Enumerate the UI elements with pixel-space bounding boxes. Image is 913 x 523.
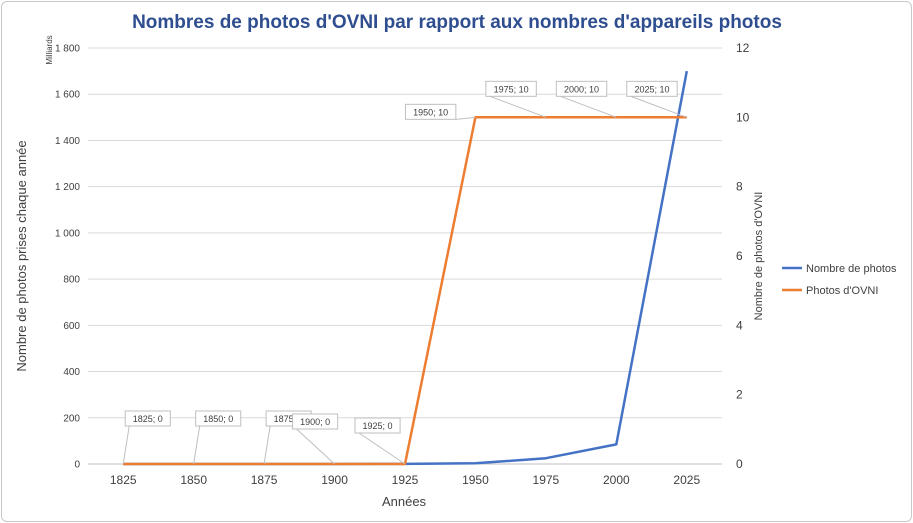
y-left-tick-label: 0 [74,460,80,471]
legend: Nombre de photos Photos d'OVNI [782,263,897,297]
x-tick-label: 1850 [180,473,207,487]
y-right-tick-label: 2 [736,388,743,402]
data-label: 1825; 0 [133,414,163,424]
y-axis-left: 0 200 400 600 800 1 000 1 200 1 400 1 600 1 800 [55,44,80,471]
data-label-leader [263,425,271,465]
data-label: 2000; 10 [564,84,599,94]
series-lines [123,70,689,466]
y-right-tick-label: 4 [736,318,743,332]
y-left-tick-label: 1 200 [55,182,80,193]
y-left-tick-label: 1 600 [55,90,80,101]
y-axis-right-title: Nombre de photos d'OVNI [753,192,765,321]
data-label: 1975; 10 [494,84,529,94]
data-label-box [354,417,401,434]
data-label: 1850; 0 [203,414,233,424]
x-tick-label: 1975 [533,473,560,487]
series-line-1 [123,70,689,466]
data-label-leader [193,425,201,465]
y-left-tick-label: 1 000 [55,228,80,239]
y-left-tick-label: 1 400 [55,136,80,147]
y-right-tick-label: 10 [736,110,750,124]
x-tick-label: 2000 [603,473,630,487]
y-left-tick-label: 600 [63,321,80,332]
y-axis-left-unit: Milliards [45,35,54,64]
data-label: 1875; 0 [274,414,304,424]
data-label-box [124,410,171,427]
y-right-tick-label: 8 [736,180,743,194]
data-label-leader [560,95,617,118]
data-label: 2025; 10 [634,84,669,94]
y-left-tick-label: 1 800 [55,44,80,55]
data-label-leader [122,425,130,465]
x-tick-label: 1925 [392,473,419,487]
data-label-box [195,410,242,427]
x-tick-label: 1950 [462,473,489,487]
y-left-tick-label: 200 [63,413,80,424]
y-axis-right: 0 2 4 6 8 10 12 [736,41,750,471]
data-label-box [555,80,608,97]
data-label-box [404,103,457,120]
data-label-box [292,413,339,430]
chart-title: Nombres de photos d'OVNI par rapport aux… [132,12,782,33]
legend-label: Photos d'OVNI [806,285,878,297]
data-label-box [626,80,678,97]
y-right-tick-label: 6 [736,249,743,263]
data-label-leader [630,95,687,118]
data-label: 1900; 0 [300,417,330,427]
data-label-leader [358,432,406,465]
x-tick-label: 2025 [673,473,700,487]
data-label-leader [296,428,335,465]
x-axis: 1825 1850 1875 1900 1925 1950 1975 2000 2025 [88,463,722,487]
x-tick-label: 1900 [321,473,348,487]
data-label: 1925; 0 [363,421,393,431]
x-axis-title: Années [382,494,427,509]
legend-label: Nombre de photos [806,263,897,275]
data-label-box [485,80,537,97]
y-axis-left-title: Nombre de photos prises chaque année [14,140,29,371]
x-tick-label: 1825 [110,473,137,487]
data-label-leader [455,116,476,120]
y-left-tick-label: 800 [63,275,80,286]
x-tick-label: 1875 [251,473,278,487]
data-label-leader [489,95,547,118]
data-label: 1950; 10 [413,107,448,117]
gridlines [88,47,722,419]
y-left-tick-label: 400 [63,367,80,378]
y-right-tick-label: 12 [736,41,750,55]
y-right-tick-label: 0 [736,457,743,471]
